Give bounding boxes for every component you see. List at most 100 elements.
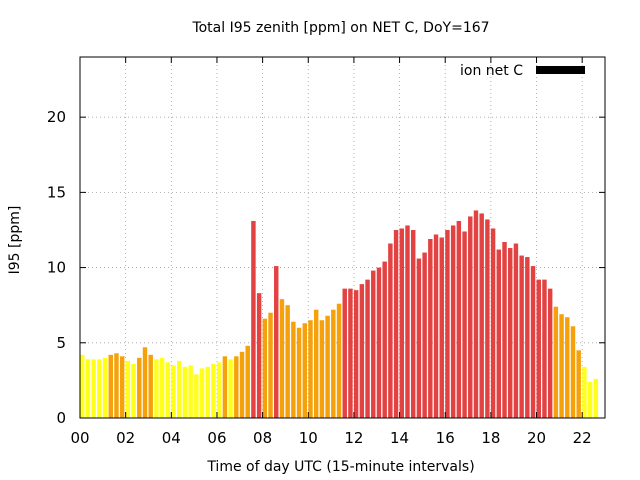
bar bbox=[473, 210, 479, 418]
bar bbox=[371, 270, 376, 418]
y-tick-label: 15 bbox=[47, 183, 66, 201]
bar bbox=[80, 354, 85, 418]
bar bbox=[519, 255, 524, 418]
bar bbox=[485, 219, 490, 418]
bar bbox=[393, 229, 399, 418]
y-tick-label: 0 bbox=[56, 409, 66, 427]
bar bbox=[445, 229, 450, 418]
bar bbox=[422, 252, 427, 418]
bar bbox=[199, 368, 205, 418]
bar bbox=[428, 239, 433, 418]
bar bbox=[205, 366, 210, 418]
x-tick-label: 02 bbox=[116, 429, 135, 447]
bar bbox=[565, 317, 570, 418]
bar bbox=[148, 354, 153, 418]
bar bbox=[251, 220, 256, 418]
bar bbox=[216, 362, 222, 418]
bar bbox=[177, 360, 182, 418]
bar bbox=[553, 306, 559, 418]
bar bbox=[119, 356, 125, 418]
bar bbox=[228, 359, 233, 418]
legend-label: ion net C bbox=[460, 63, 523, 79]
bar bbox=[353, 290, 359, 418]
bar bbox=[507, 248, 513, 418]
x-tick-label: 20 bbox=[527, 429, 546, 447]
legend: ion net C bbox=[460, 63, 585, 79]
x-tick-label: 22 bbox=[573, 429, 592, 447]
x-tick-label: 04 bbox=[162, 429, 181, 447]
bar bbox=[536, 279, 541, 418]
bar bbox=[262, 318, 268, 418]
x-tick-label: 08 bbox=[253, 429, 272, 447]
bar bbox=[416, 258, 422, 418]
chart-title: Total I95 zenith [ppm] on NET C, DoY=167 bbox=[191, 20, 489, 36]
bar bbox=[97, 359, 102, 418]
bar bbox=[405, 225, 410, 418]
x-tick-label: 10 bbox=[299, 429, 318, 447]
bar bbox=[256, 293, 262, 418]
bar bbox=[559, 314, 564, 418]
bar bbox=[91, 359, 96, 418]
bar bbox=[142, 347, 148, 418]
bar bbox=[376, 267, 382, 418]
bar bbox=[114, 353, 119, 418]
bar bbox=[291, 321, 296, 418]
bar bbox=[171, 365, 176, 418]
y-tick-label: 10 bbox=[47, 259, 66, 277]
x-tick-label: 18 bbox=[481, 429, 500, 447]
bar bbox=[102, 357, 108, 418]
bar bbox=[587, 381, 593, 418]
bar bbox=[159, 357, 165, 418]
x-tick-label: 12 bbox=[344, 429, 363, 447]
bar bbox=[268, 312, 273, 418]
x-tick-labels: 00 02 04 06 08 10 12 14 16 18 20 22 bbox=[70, 429, 591, 447]
bar bbox=[308, 320, 313, 418]
bar bbox=[570, 326, 576, 418]
bar bbox=[542, 279, 547, 418]
y-axis-label: I95 [ppm] bbox=[7, 206, 23, 275]
bar bbox=[336, 303, 342, 418]
bar bbox=[490, 228, 496, 418]
bar bbox=[302, 323, 308, 418]
bar bbox=[194, 374, 199, 418]
bar bbox=[85, 359, 91, 418]
axis-ticks bbox=[79, 57, 605, 419]
legend-swatch bbox=[536, 66, 585, 74]
bar bbox=[399, 228, 405, 418]
bar bbox=[131, 363, 136, 418]
bar bbox=[433, 234, 439, 418]
bars bbox=[80, 210, 599, 418]
plot-frame bbox=[79, 56, 606, 419]
bar bbox=[279, 299, 285, 418]
bar bbox=[582, 366, 587, 418]
bar bbox=[468, 216, 473, 418]
bar bbox=[234, 356, 239, 418]
bar bbox=[450, 225, 456, 418]
bar bbox=[456, 220, 462, 418]
bar bbox=[313, 309, 319, 418]
bar bbox=[274, 266, 279, 418]
bar bbox=[239, 351, 245, 418]
bar bbox=[496, 249, 502, 418]
bar bbox=[125, 360, 131, 418]
bar bbox=[108, 354, 113, 418]
bar bbox=[439, 237, 444, 418]
bar bbox=[285, 305, 290, 418]
y-tick-labels: 0 5 10 15 20 bbox=[47, 108, 66, 427]
bar bbox=[165, 362, 171, 418]
bar bbox=[462, 231, 467, 418]
bar bbox=[525, 257, 530, 418]
bar bbox=[325, 315, 330, 418]
bar bbox=[479, 213, 484, 418]
bar bbox=[348, 288, 353, 418]
bar bbox=[576, 350, 581, 418]
y-tick-label: 20 bbox=[47, 108, 66, 126]
bar bbox=[154, 359, 159, 418]
bar bbox=[188, 365, 193, 418]
bar bbox=[382, 261, 387, 418]
bar bbox=[365, 279, 370, 418]
bar bbox=[410, 229, 416, 418]
bar bbox=[222, 356, 228, 418]
bar bbox=[513, 243, 519, 418]
